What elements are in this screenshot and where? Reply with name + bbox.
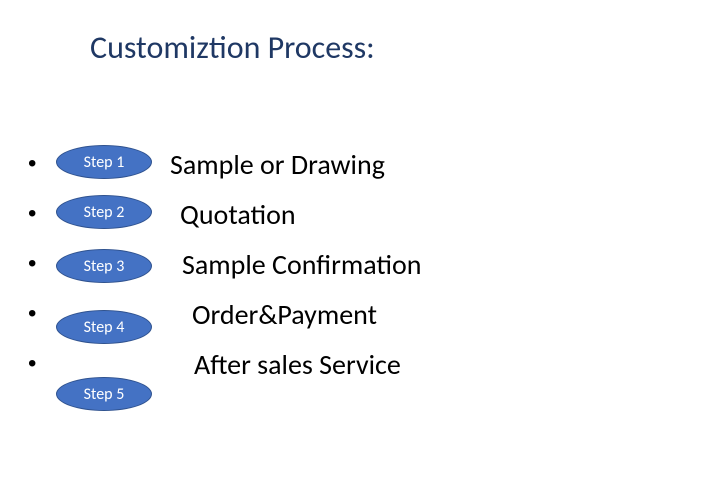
bullet: • [28,250,36,278]
bullet: • [28,150,36,178]
bullet: • [28,350,36,378]
step-badge: Step 3 [56,249,152,283]
step-description: Quotation [180,197,296,232]
page-title: Customiztion Process: [90,28,375,67]
step-badge: Step 2 [56,195,152,229]
step-badge: Step 4 [56,310,152,344]
step-badge: Step 1 [56,145,152,179]
bullet: • [28,300,36,328]
step-description: Order&Payment [192,297,377,332]
step-badge: Step 5 [56,377,152,411]
bullet: • [28,200,36,228]
step-description: Sample or Drawing [170,147,385,182]
step-description: Sample Confirmation [182,247,421,282]
step-description: After sales Service [194,347,401,382]
